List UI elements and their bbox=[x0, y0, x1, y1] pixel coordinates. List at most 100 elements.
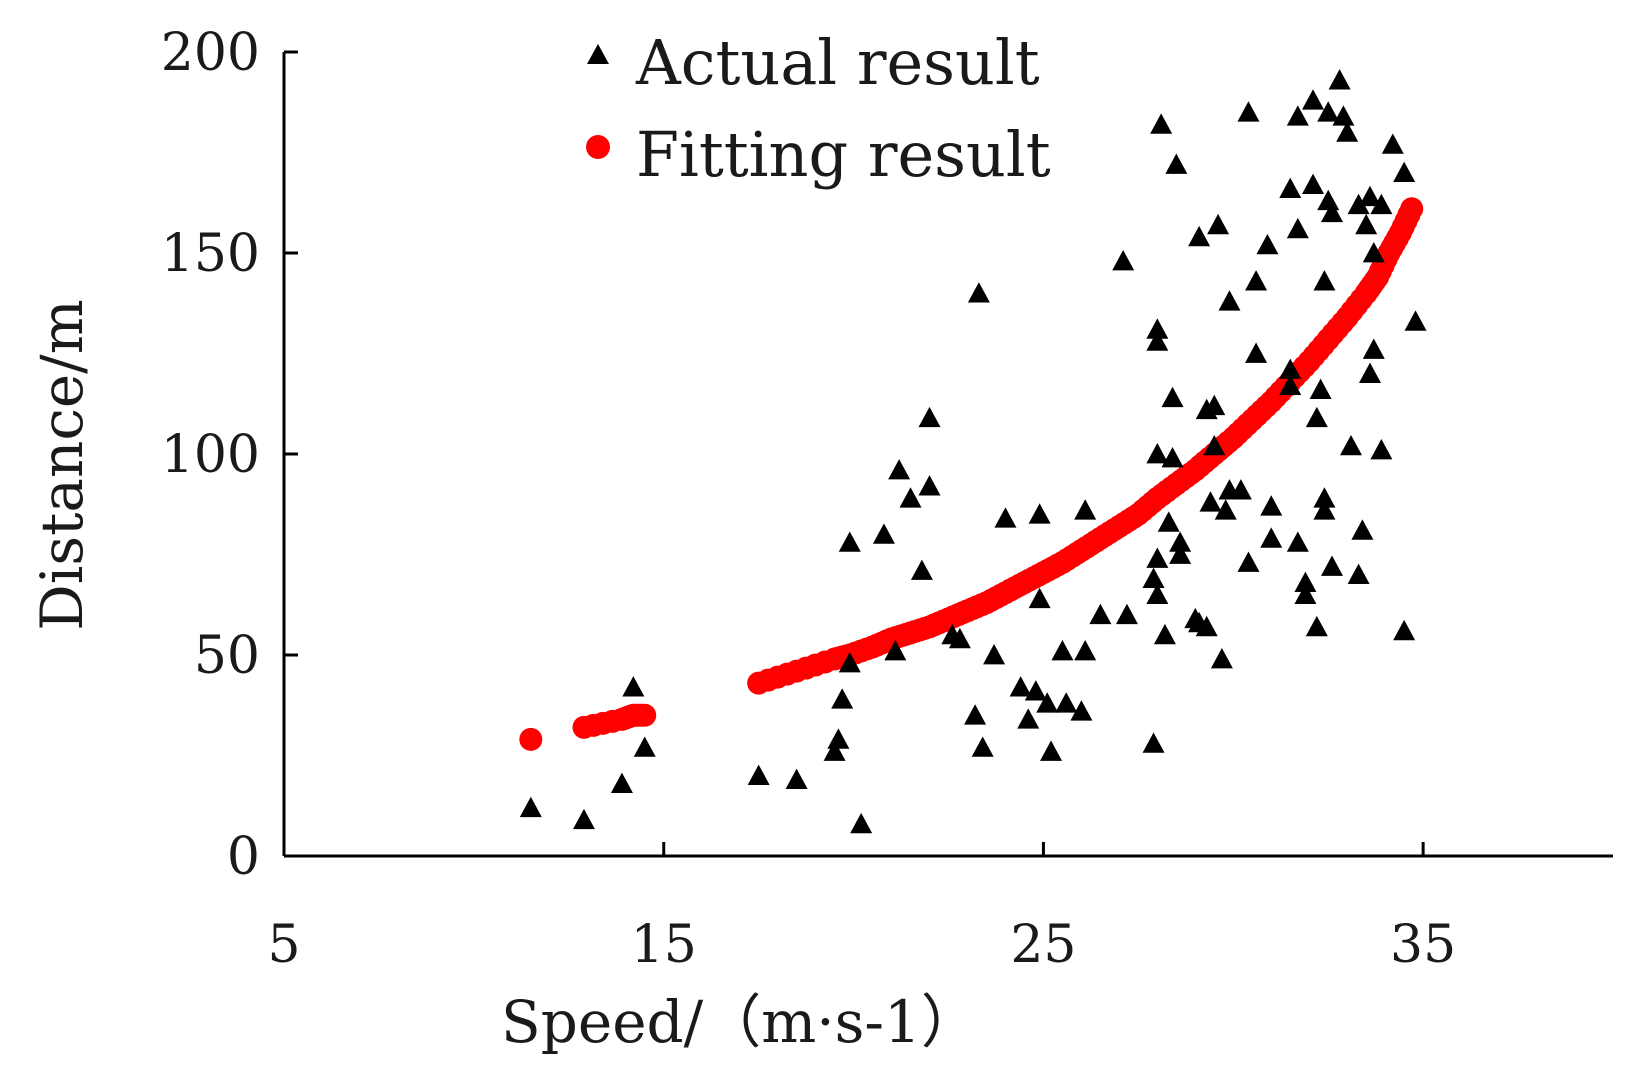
actual-point bbox=[1040, 740, 1063, 761]
actual-point bbox=[948, 627, 971, 649]
ticks bbox=[284, 50, 1425, 856]
fitting-point bbox=[1397, 203, 1421, 227]
actual-point bbox=[1142, 567, 1165, 588]
actual-point bbox=[967, 282, 990, 303]
actual-point bbox=[1355, 213, 1378, 235]
actual-point bbox=[1051, 639, 1074, 661]
actual-point bbox=[1305, 615, 1328, 637]
actual-point bbox=[1074, 499, 1097, 520]
actual-point bbox=[610, 772, 633, 793]
actual-result-series bbox=[519, 69, 1427, 834]
actual-point bbox=[899, 487, 922, 508]
x-tick-label: 35 bbox=[1390, 915, 1456, 975]
legend-circle-marker bbox=[586, 135, 610, 159]
actual-point bbox=[633, 736, 656, 757]
actual-point bbox=[1218, 290, 1241, 311]
actual-point bbox=[1214, 499, 1237, 520]
actual-point bbox=[1142, 732, 1165, 753]
fitting-point bbox=[775, 662, 799, 686]
actual-point bbox=[1286, 217, 1309, 239]
legend-label-fitting: Fitting result bbox=[636, 118, 1051, 191]
actual-point bbox=[1150, 113, 1173, 134]
actual-point bbox=[918, 475, 941, 496]
actual-point bbox=[1362, 242, 1385, 263]
tick-labels: 0 50 100 150 200 5 15 25 35 bbox=[161, 23, 1456, 975]
actual-point bbox=[831, 688, 854, 709]
actual-point bbox=[1245, 270, 1268, 291]
actual-point bbox=[785, 768, 808, 789]
actual-point bbox=[1358, 362, 1381, 383]
actual-point bbox=[1146, 330, 1169, 351]
actual-point bbox=[1317, 101, 1340, 122]
actual-point bbox=[1157, 511, 1180, 532]
actual-point bbox=[1279, 177, 1302, 199]
actual-point bbox=[747, 764, 770, 785]
actual-point bbox=[838, 531, 861, 552]
y-tick-label: 150 bbox=[161, 224, 260, 284]
actual-point bbox=[1024, 680, 1047, 701]
actual-point bbox=[1370, 193, 1393, 215]
actual-point bbox=[1305, 406, 1328, 428]
actual-point bbox=[1336, 121, 1359, 142]
actual-point bbox=[918, 406, 941, 428]
actual-point bbox=[1332, 105, 1355, 126]
actual-point bbox=[1260, 527, 1283, 548]
actual-point bbox=[888, 459, 911, 480]
actual-point bbox=[1146, 583, 1169, 605]
actual-point bbox=[1112, 250, 1135, 271]
actual-point bbox=[1055, 692, 1078, 713]
x-axis-title: Speed/（m·s-1） bbox=[501, 988, 979, 1056]
actual-point bbox=[1146, 443, 1169, 464]
actual-point bbox=[1321, 201, 1344, 223]
actual-point bbox=[1279, 374, 1302, 396]
actual-point bbox=[519, 796, 542, 818]
y-tick-label: 0 bbox=[227, 827, 260, 887]
legend-triangle-marker bbox=[587, 44, 609, 64]
actual-point bbox=[964, 704, 987, 725]
actual-point bbox=[1313, 499, 1336, 520]
actual-point bbox=[572, 808, 595, 830]
fitting-point bbox=[630, 703, 654, 727]
actual-point bbox=[983, 644, 1006, 665]
actual-point bbox=[1203, 434, 1226, 456]
fitting-point bbox=[519, 727, 543, 751]
actual-point bbox=[1347, 193, 1370, 215]
actual-point bbox=[1302, 89, 1325, 110]
legend-label-actual: Actual result bbox=[635, 26, 1040, 99]
actual-point bbox=[850, 812, 873, 834]
actual-point bbox=[1362, 338, 1385, 359]
actual-point bbox=[1203, 394, 1226, 416]
actual-point bbox=[1169, 543, 1192, 564]
actual-point bbox=[1294, 571, 1317, 592]
actual-point bbox=[1321, 555, 1344, 576]
actual-point bbox=[1237, 101, 1260, 122]
actual-point bbox=[1153, 623, 1176, 645]
actual-point bbox=[1028, 587, 1051, 609]
actual-point bbox=[1089, 603, 1112, 625]
actual-point bbox=[1313, 270, 1336, 291]
actual-point bbox=[1393, 619, 1416, 641]
actual-point bbox=[1028, 503, 1051, 524]
actual-point bbox=[1393, 161, 1416, 182]
actual-point bbox=[1036, 692, 1059, 713]
actual-point bbox=[1146, 547, 1169, 568]
actual-point bbox=[1358, 185, 1381, 207]
actual-point bbox=[1210, 648, 1233, 669]
legend: Actual result Fitting result bbox=[586, 26, 1051, 191]
actual-point bbox=[1161, 447, 1184, 468]
actual-point bbox=[1286, 531, 1309, 552]
actual-point bbox=[872, 523, 895, 544]
actual-point bbox=[1195, 615, 1218, 637]
x-tick-label: 15 bbox=[631, 915, 697, 975]
actual-point bbox=[1351, 519, 1374, 540]
actual-point bbox=[1146, 318, 1169, 339]
actual-point bbox=[1381, 133, 1404, 154]
actual-point bbox=[1009, 676, 1032, 697]
actual-point bbox=[910, 559, 933, 580]
actual-point bbox=[827, 728, 850, 749]
actual-point bbox=[823, 740, 846, 761]
actual-point bbox=[1070, 700, 1093, 721]
actual-point bbox=[1313, 487, 1336, 508]
actual-point bbox=[994, 507, 1017, 528]
